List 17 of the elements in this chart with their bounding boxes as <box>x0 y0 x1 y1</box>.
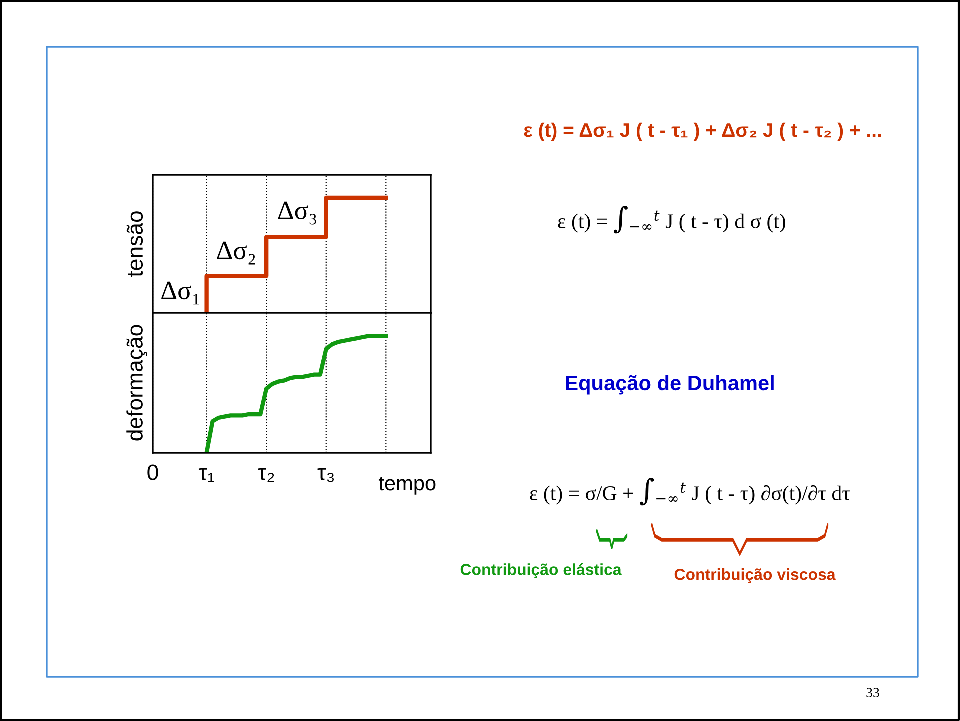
y-axis-title: tensão <box>126 212 144 278</box>
x-tick-label: τ₃ <box>318 468 334 482</box>
annotation: Δσ₃ <box>278 202 316 225</box>
text: ε (t) = σ/G + ∫$_{−∞}$$^{t}$ J ( t - τ) ∂σ(t)/∂τ dτ <box>530 478 850 506</box>
text: Equação de Duhamel <box>566 375 774 395</box>
annotation: Δσ₂ <box>217 242 256 265</box>
x-tick-label: 0 <box>148 464 158 480</box>
text: Contribuição viscosa <box>674 568 836 584</box>
text: ε (t) = ∫$_{−∞}$$^{t}$ J ( t - τ) d σ (t) <box>558 206 786 234</box>
x-tick-label: τ₂ <box>258 468 274 482</box>
y-axis-title: deformação <box>126 325 148 441</box>
x-axis-title: tempo <box>378 477 436 495</box>
text: ε (t) = Δσ₁ J ( t - τ₁ ) + Δσ₂ J ( t - τ₂ ) + ... <box>524 122 882 142</box>
x-tick-label: τ₁ <box>198 468 214 482</box>
annotation: Δσ₁ <box>162 282 200 305</box>
text: Contribuição elástica <box>460 563 622 579</box>
text: 33 <box>866 688 880 698</box>
